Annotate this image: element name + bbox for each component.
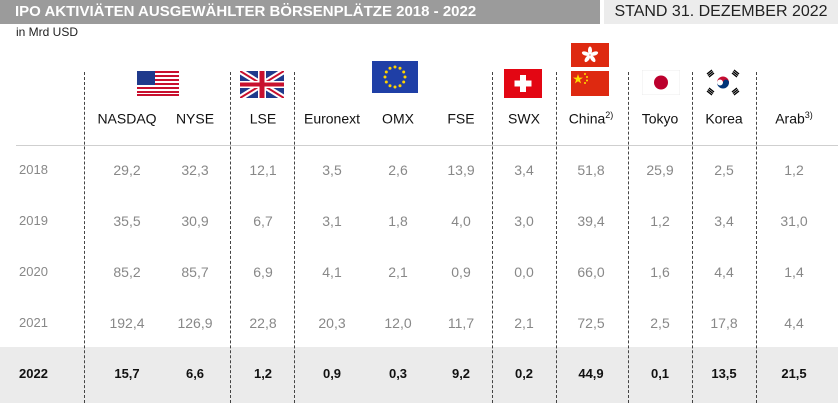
- column-divider: [492, 72, 493, 403]
- table-cell: 6,6: [185, 366, 205, 381]
- table-cell: 32,3: [181, 162, 209, 178]
- table-cell: 13,5: [711, 366, 737, 381]
- table-cell: 85,7: [181, 264, 209, 280]
- table-cell: 2,5: [714, 162, 734, 178]
- table-cell: 31,0: [780, 213, 808, 229]
- table-cell: 21,5: [781, 366, 807, 381]
- unit-label: in Mrd USD: [16, 25, 79, 39]
- table-cell: 66,0: [577, 264, 605, 280]
- column-divider: [556, 72, 557, 403]
- column-divider: [294, 72, 295, 403]
- table-cell: 1,6: [650, 264, 670, 280]
- table-cell: 4,0: [451, 213, 471, 229]
- table-cell: 1,2: [784, 162, 804, 178]
- column-header: Arab3): [775, 110, 813, 127]
- table-cell: 4,1: [322, 264, 342, 280]
- column-divider: [692, 72, 693, 403]
- table-cell: 0,9: [322, 366, 342, 381]
- column-header: Tokyo: [641, 110, 679, 127]
- table-cell: 4,4: [714, 264, 734, 280]
- column-divider: [628, 72, 629, 403]
- column-header: Korea: [705, 110, 743, 127]
- table-cell: 2,6: [388, 162, 408, 178]
- table-cell: 1,8: [388, 213, 408, 229]
- table-cell: 2,1: [388, 264, 408, 280]
- row-year-label: 2019: [19, 213, 48, 228]
- table-cell: 25,9: [646, 162, 674, 178]
- column-divider: [230, 72, 231, 403]
- table-cell: 12,1: [249, 162, 277, 178]
- table-cell: 72,5: [577, 315, 605, 331]
- row-year-label: 2021: [19, 315, 48, 330]
- row-year-label: 2020: [19, 264, 48, 279]
- eu-flag-icon: [372, 61, 418, 93]
- column-header: LSE: [249, 110, 277, 127]
- table-cell: 17,8: [710, 315, 738, 331]
- table-cell: 1,2: [650, 213, 670, 229]
- japan-flag-icon: [642, 70, 680, 95]
- table-cell: 12,0: [384, 315, 412, 331]
- table-cell: 3,0: [514, 213, 534, 229]
- column-divider: [756, 72, 757, 403]
- table-cell: 0,3: [388, 366, 408, 381]
- table-cell: 20,3: [318, 315, 346, 331]
- table-cell: 3,1: [322, 213, 342, 229]
- table-cell: 9,2: [451, 366, 471, 381]
- table-cell: 35,5: [113, 213, 141, 229]
- table-cell: 0,0: [514, 264, 534, 280]
- column-header: China2): [568, 110, 614, 127]
- row-year-label: 2018: [19, 162, 48, 177]
- table-cell: 22,8: [249, 315, 277, 331]
- column-header: SWX: [508, 110, 540, 127]
- table-cell: 30,9: [181, 213, 209, 229]
- table-cell: 11,7: [447, 315, 475, 331]
- table-cell: 2,5: [650, 315, 670, 331]
- table-cell: 6,7: [253, 213, 273, 229]
- date-stamp: STAND 31. DEZEMBER 2022: [604, 0, 838, 24]
- table-cell: 51,8: [577, 162, 605, 178]
- highlight-row-background: [0, 347, 838, 403]
- row-year-label: 2022: [19, 366, 48, 381]
- page-title: IPO AKTIVIÄTEN AUSGEWÄHLTER BÖRSENPLÄTZE…: [0, 0, 600, 24]
- table-cell: 2,1: [514, 315, 534, 331]
- china-flag-icon: [571, 71, 609, 96]
- table-cell: 29,2: [113, 162, 141, 178]
- column-divider: [84, 72, 85, 403]
- table-cell: 13,9: [447, 162, 475, 178]
- header-divider: [16, 145, 838, 146]
- uk-flag-icon: [240, 71, 284, 98]
- table-cell: 0,2: [514, 366, 534, 381]
- column-header: FSE: [447, 110, 475, 127]
- table-cell: 6,9: [253, 264, 273, 280]
- table-cell: 44,9: [578, 366, 604, 381]
- table-cell: 15,7: [114, 366, 140, 381]
- usa-flag-icon: [137, 71, 179, 96]
- table-cell: 1,4: [784, 264, 804, 280]
- hong-kong-flag-icon: [571, 43, 609, 67]
- table-cell: 39,4: [577, 213, 605, 229]
- column-header: NYSE: [175, 110, 215, 127]
- table-cell: 4,4: [784, 315, 804, 331]
- table-cell: 0,1: [650, 366, 670, 381]
- table-cell: 0,9: [451, 264, 471, 280]
- table-cell: 1,2: [253, 366, 273, 381]
- table-cell: 85,2: [113, 264, 141, 280]
- switzerland-flag-icon: [504, 69, 542, 98]
- column-header: Euronext: [303, 110, 361, 127]
- table-cell: 192,4: [109, 315, 145, 331]
- column-header: NASDAQ: [97, 110, 157, 127]
- table-cell: 3,5: [322, 162, 342, 178]
- column-header: OMX: [382, 110, 414, 127]
- table-cell: 3,4: [514, 162, 534, 178]
- table-cell: 3,4: [714, 213, 734, 229]
- south-korea-flag-icon: [703, 68, 743, 97]
- table-cell: 126,9: [177, 315, 213, 331]
